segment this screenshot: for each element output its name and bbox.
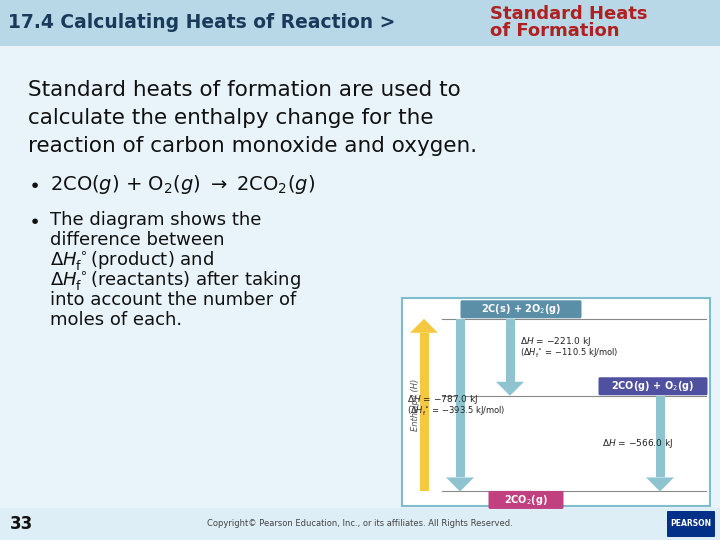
- Polygon shape: [646, 477, 674, 491]
- Text: of Formation: of Formation: [490, 22, 619, 40]
- Text: Copyright© Pearson Education, Inc., or its affiliates. All Rights Reserved.: Copyright© Pearson Education, Inc., or i…: [207, 519, 513, 529]
- FancyBboxPatch shape: [598, 377, 708, 395]
- Bar: [32, 96, 48, 112]
- FancyBboxPatch shape: [461, 300, 582, 318]
- Text: 2CO(g) + O$_2$(g): 2CO(g) + O$_2$(g): [611, 379, 695, 393]
- Text: reaction of carbon monoxide and oxygen.: reaction of carbon monoxide and oxygen.: [28, 136, 477, 156]
- Text: The diagram shows the: The diagram shows the: [50, 211, 261, 229]
- Bar: [48, 144, 64, 160]
- Text: $\Delta H$ = $-$787.0 kJ: $\Delta H$ = $-$787.0 kJ: [407, 393, 478, 406]
- Bar: [80, 144, 96, 160]
- Bar: [420, 333, 429, 491]
- Bar: [96, 0, 112, 16]
- FancyBboxPatch shape: [488, 491, 564, 509]
- Bar: [64, 0, 80, 16]
- Text: $\Delta H_\mathrm{f}^\circ$(product) and: $\Delta H_\mathrm{f}^\circ$(product) and: [50, 248, 214, 272]
- FancyBboxPatch shape: [667, 511, 715, 537]
- Bar: [96, 32, 112, 48]
- Text: 17.4 Calculating Heats of Reaction >: 17.4 Calculating Heats of Reaction >: [8, 14, 395, 32]
- Bar: [506, 319, 515, 382]
- Bar: [16, 144, 32, 160]
- Bar: [0, 96, 16, 112]
- Bar: [96, 128, 112, 144]
- Bar: [0, 32, 16, 48]
- Bar: [32, 64, 48, 80]
- FancyBboxPatch shape: [402, 298, 710, 506]
- Text: $\bullet$: $\bullet$: [28, 174, 39, 193]
- Bar: [48, 48, 64, 64]
- Polygon shape: [496, 382, 524, 396]
- Text: $\Delta H$ = $-$221.0 kJ: $\Delta H$ = $-$221.0 kJ: [520, 335, 591, 348]
- Bar: [0, 0, 720, 46]
- Text: $\Delta H_\mathrm{f}^\circ$(reactants) after taking: $\Delta H_\mathrm{f}^\circ$(reactants) a…: [50, 268, 301, 292]
- Bar: [80, 112, 96, 128]
- Text: 2CO($g$) + O$_2$($g$) $\rightarrow$ 2CO$_2$($g$): 2CO($g$) + O$_2$($g$) $\rightarrow$ 2CO$…: [50, 172, 315, 195]
- Bar: [16, 80, 32, 96]
- Text: $\bullet$: $\bullet$: [28, 211, 39, 229]
- Bar: [16, 48, 32, 64]
- Bar: [32, 32, 48, 48]
- Polygon shape: [410, 319, 438, 333]
- Bar: [0, 46, 720, 510]
- Bar: [96, 64, 112, 80]
- Text: 2C(s) + 2O$_2$(g): 2C(s) + 2O$_2$(g): [481, 302, 562, 316]
- Bar: [64, 128, 80, 144]
- Bar: [64, 96, 80, 112]
- Bar: [32, 0, 48, 16]
- Text: moles of each.: moles of each.: [50, 311, 182, 329]
- Bar: [16, 112, 32, 128]
- Bar: [48, 112, 64, 128]
- Text: $\Delta H$ = $-$566.0 kJ: $\Delta H$ = $-$566.0 kJ: [602, 437, 673, 450]
- Text: ($\Delta H_\mathrm{f}^\circ$ = $-$393.5 kJ/mol): ($\Delta H_\mathrm{f}^\circ$ = $-$393.5 …: [407, 404, 505, 418]
- Bar: [48, 16, 64, 32]
- Bar: [80, 16, 96, 32]
- Bar: [80, 48, 96, 64]
- Bar: [0, 0, 16, 16]
- Bar: [64, 64, 80, 80]
- Bar: [64, 32, 80, 48]
- Text: Standard Heats: Standard Heats: [490, 5, 647, 23]
- Bar: [48, 80, 64, 96]
- Bar: [80, 80, 96, 96]
- Bar: [656, 396, 665, 477]
- Text: PEARSON: PEARSON: [670, 519, 711, 529]
- Bar: [0, 128, 16, 144]
- Bar: [16, 16, 32, 32]
- Bar: [96, 96, 112, 112]
- Text: 2CO$_2$(g): 2CO$_2$(g): [504, 493, 548, 507]
- Polygon shape: [446, 477, 474, 491]
- Text: calculate the enthalpy change for the: calculate the enthalpy change for the: [28, 108, 433, 128]
- Bar: [0, 508, 720, 540]
- Text: difference between: difference between: [50, 231, 225, 249]
- Text: Enthalpy (H): Enthalpy (H): [410, 379, 420, 431]
- Text: into account the number of: into account the number of: [50, 291, 296, 309]
- Bar: [0, 64, 16, 80]
- Bar: [456, 319, 465, 477]
- Text: 33: 33: [10, 515, 33, 533]
- Text: Standard heats of formation are used to: Standard heats of formation are used to: [28, 80, 461, 100]
- Text: ($\Delta H_\mathrm{f}^\circ$ = $-$110.5 kJ/mol): ($\Delta H_\mathrm{f}^\circ$ = $-$110.5 …: [520, 347, 618, 360]
- Bar: [32, 128, 48, 144]
